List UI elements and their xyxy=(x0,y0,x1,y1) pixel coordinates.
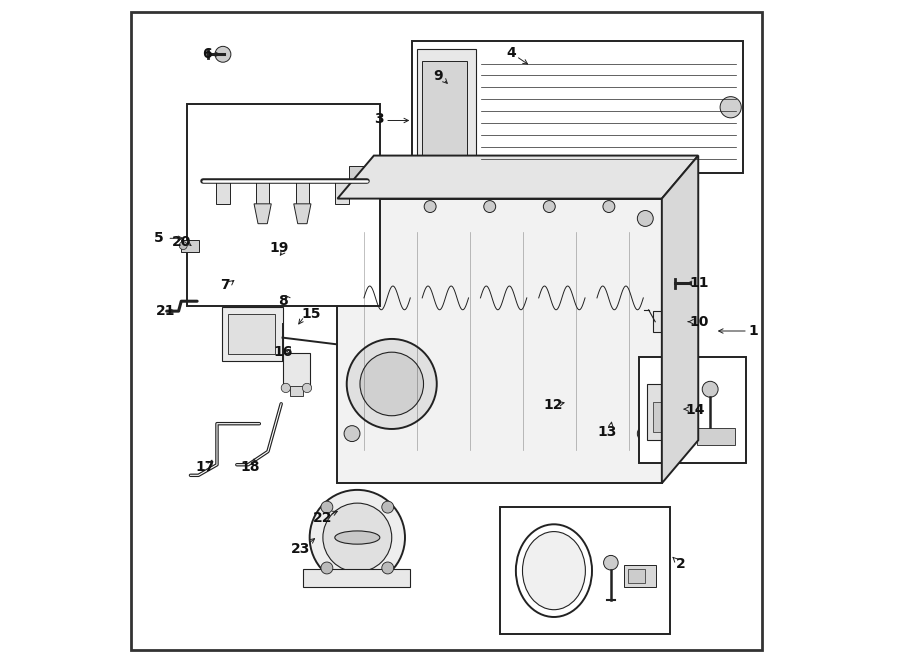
Bar xyxy=(336,179,348,204)
Text: 19: 19 xyxy=(269,241,289,256)
Bar xyxy=(284,353,310,387)
Polygon shape xyxy=(254,204,271,224)
Bar xyxy=(697,428,735,445)
Text: 21: 21 xyxy=(156,304,176,318)
Bar xyxy=(639,357,746,463)
Text: 7: 7 xyxy=(220,277,230,292)
Text: 6: 6 xyxy=(202,47,211,62)
Text: 2: 2 xyxy=(676,557,685,571)
Bar xyxy=(229,314,274,354)
Bar xyxy=(221,307,283,361)
Circle shape xyxy=(720,97,742,118)
Text: 10: 10 xyxy=(689,314,708,329)
Text: 1: 1 xyxy=(748,324,758,338)
Bar xyxy=(417,49,476,166)
Circle shape xyxy=(344,426,360,442)
Bar xyxy=(186,104,380,306)
Ellipse shape xyxy=(523,532,585,610)
Bar xyxy=(296,179,309,204)
Text: 18: 18 xyxy=(240,459,260,474)
Text: 5: 5 xyxy=(154,231,164,246)
Bar xyxy=(421,61,466,157)
Bar xyxy=(411,41,742,173)
Circle shape xyxy=(603,201,615,213)
Bar xyxy=(653,402,679,432)
Text: 16: 16 xyxy=(274,345,292,359)
Circle shape xyxy=(323,503,392,572)
Circle shape xyxy=(544,201,555,213)
Circle shape xyxy=(215,46,231,62)
Circle shape xyxy=(424,201,436,213)
Text: 9: 9 xyxy=(433,69,443,83)
Circle shape xyxy=(321,501,333,513)
Bar xyxy=(290,386,303,396)
Text: 11: 11 xyxy=(689,276,708,291)
Text: 13: 13 xyxy=(598,424,617,439)
Text: 12: 12 xyxy=(544,398,563,412)
Bar xyxy=(256,179,269,204)
Polygon shape xyxy=(662,156,698,483)
Text: 17: 17 xyxy=(195,459,215,474)
Bar xyxy=(216,179,230,204)
Bar xyxy=(628,569,644,583)
Text: 15: 15 xyxy=(302,307,320,322)
Bar xyxy=(303,569,410,587)
Circle shape xyxy=(344,211,360,226)
Text: 4: 4 xyxy=(506,46,516,60)
Text: 3: 3 xyxy=(374,112,383,126)
Circle shape xyxy=(484,201,496,213)
Text: 20: 20 xyxy=(172,234,192,249)
Circle shape xyxy=(604,555,618,570)
Circle shape xyxy=(637,211,653,226)
Bar xyxy=(181,240,199,252)
Bar xyxy=(348,166,365,194)
Circle shape xyxy=(346,339,436,429)
Circle shape xyxy=(321,562,333,574)
Text: 22: 22 xyxy=(313,510,333,525)
Bar xyxy=(646,384,685,440)
Text: 14: 14 xyxy=(685,403,705,418)
Bar xyxy=(500,507,670,634)
Circle shape xyxy=(682,276,697,291)
Circle shape xyxy=(637,426,653,442)
Circle shape xyxy=(382,501,393,513)
Polygon shape xyxy=(293,204,311,224)
Circle shape xyxy=(702,381,718,397)
Text: 23: 23 xyxy=(292,542,310,557)
Bar xyxy=(338,199,662,483)
Circle shape xyxy=(310,490,405,585)
Bar xyxy=(652,311,684,332)
Circle shape xyxy=(281,383,291,393)
Circle shape xyxy=(179,242,187,250)
Polygon shape xyxy=(338,156,698,199)
Text: 8: 8 xyxy=(278,294,288,308)
Circle shape xyxy=(360,352,424,416)
Circle shape xyxy=(302,383,311,393)
Circle shape xyxy=(364,201,376,213)
Circle shape xyxy=(382,562,393,574)
Bar xyxy=(624,565,656,587)
Ellipse shape xyxy=(335,531,380,544)
Bar xyxy=(417,167,589,192)
